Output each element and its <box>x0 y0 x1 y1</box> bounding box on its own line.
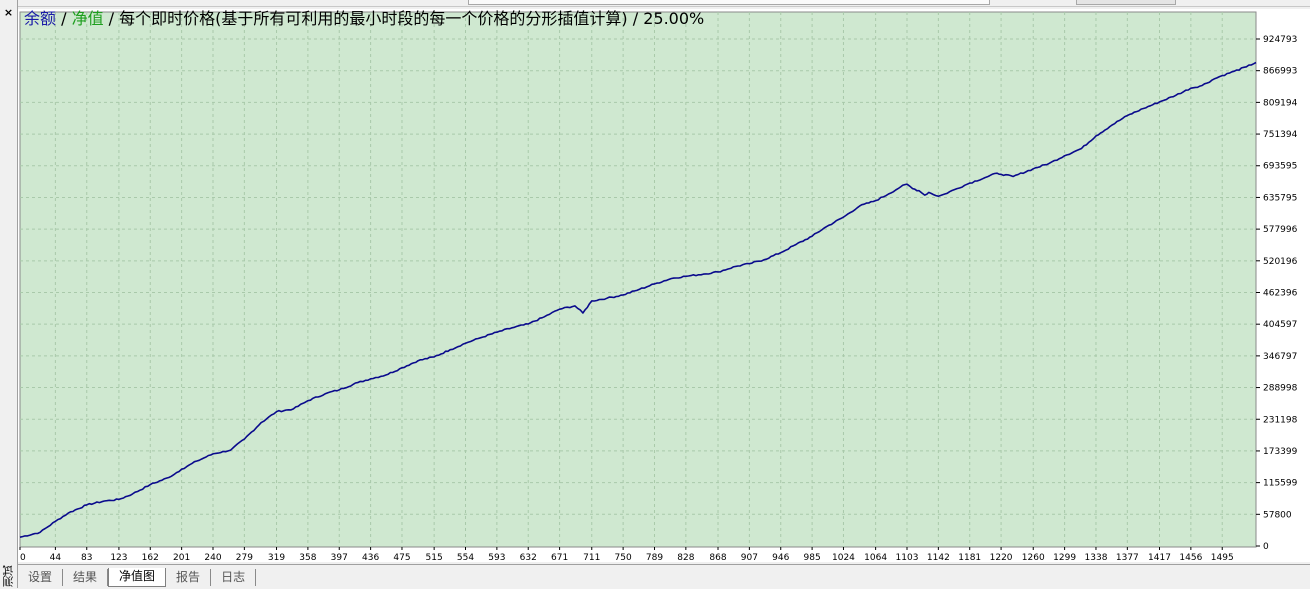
x-tick-label: 279 <box>236 553 253 562</box>
x-tick-label: 985 <box>804 553 821 562</box>
x-tick-label: 1142 <box>927 553 950 562</box>
balance-line <box>19 61 1257 538</box>
x-tick-label: 358 <box>299 553 316 562</box>
y-tick-label: 751394 <box>1263 130 1298 140</box>
y-tick-label: 57800 <box>1263 510 1292 520</box>
top-button[interactable] <box>1076 0 1176 5</box>
x-tick-label: 436 <box>362 553 379 562</box>
x-tick-label: 789 <box>646 553 663 562</box>
y-tick-label: 0 <box>1263 542 1269 552</box>
tab-2[interactable]: 净值图 <box>108 567 167 587</box>
x-tick-label: 475 <box>393 553 410 562</box>
x-tick-label: 711 <box>583 553 600 562</box>
x-tick-label: 1338 <box>1085 553 1108 562</box>
equity-chart: 0 57800 115599 173399 231198 288998 346797 4045… <box>18 9 1310 562</box>
x-tick-label: 162 <box>142 553 159 562</box>
y-tick-label: 520196 <box>1263 257 1298 267</box>
y-tick-label: 462396 <box>1263 289 1298 299</box>
top-toolbar-strip <box>18 0 1310 7</box>
x-tick-label: 1181 <box>958 553 981 562</box>
x-tick-label: 554 <box>457 553 474 562</box>
x-tick-label: 201 <box>173 553 190 562</box>
close-icon[interactable]: × <box>3 6 14 19</box>
x-tick-label: 1456 <box>1179 553 1202 562</box>
x-tick-label: 868 <box>709 553 726 562</box>
y-tick-label: 809194 <box>1263 98 1298 108</box>
x-tick-label: 123 <box>110 553 127 562</box>
y-tick-label: 231198 <box>1263 415 1298 425</box>
x-tick-label: 44 <box>50 553 62 562</box>
y-tick-label: 173399 <box>1263 447 1298 457</box>
y-tick-label: 346797 <box>1263 352 1297 362</box>
x-tick-label: 1260 <box>1022 553 1045 562</box>
x-tick-label: 1024 <box>832 553 855 562</box>
x-tick-label: 397 <box>331 553 348 562</box>
tab-0[interactable]: 设置 <box>18 568 64 586</box>
top-input-field[interactable] <box>468 0 990 5</box>
x-tick-label: 907 <box>741 553 758 562</box>
y-tick-label: 924793 <box>1263 35 1297 45</box>
x-tick-label: 1417 <box>1148 553 1171 562</box>
x-tick-label: 1299 <box>1053 553 1076 562</box>
legend-equity: 净值 <box>72 9 104 28</box>
chart-legend: 余额 / 净值 / 每个即时价格(基于所有可利用的最小时段的每一个价格的分形插值… <box>24 9 704 28</box>
tab-4[interactable]: 日志 <box>211 568 257 586</box>
x-tick-label: 1495 <box>1211 553 1234 562</box>
x-tick-label: 1103 <box>896 553 919 562</box>
tab-1[interactable]: 结果 <box>63 568 109 586</box>
x-tick-label: 240 <box>204 553 221 562</box>
x-tick-label: 515 <box>426 553 443 562</box>
x-tick-label: 319 <box>268 553 285 562</box>
y-tick-label: 866993 <box>1263 67 1297 77</box>
x-tick-label: 83 <box>81 553 92 562</box>
tester-panel-label: 测试 <box>2 565 15 587</box>
legend-description: / 每个即时价格(基于所有可利用的最小时段的每一个价格的分形插值计算) / 25… <box>104 9 705 28</box>
legend-balance: 余额 <box>24 9 56 28</box>
tab-3[interactable]: 报告 <box>166 568 212 586</box>
x-tick-label: 946 <box>772 553 789 562</box>
x-tick-label: 1377 <box>1116 553 1139 562</box>
y-tick-label: 635795 <box>1263 193 1297 203</box>
tester-side-panel: × 测试 <box>0 0 18 588</box>
x-tick-label: 593 <box>488 553 505 562</box>
x-tick-label: 1064 <box>864 553 887 562</box>
x-tick-label: 750 <box>615 553 632 562</box>
x-tick-label: 828 <box>677 553 694 562</box>
x-tick-label: 671 <box>551 553 568 562</box>
x-tick-label: 1220 <box>990 553 1013 562</box>
x-tick-label: 632 <box>520 553 537 562</box>
tab-bar: 设置 结果 净值图 报告 日志 <box>18 564 1310 589</box>
y-axis: 0 57800 115599 173399 231198 288998 346797 4045… <box>1256 35 1298 552</box>
plot-area <box>19 11 1257 548</box>
y-tick-label: 404597 <box>1263 320 1297 330</box>
y-tick-label: 115599 <box>1263 479 1298 489</box>
x-axis: 0 44 83 123 162 201 240 279 319 358 397 436 475 515 55… <box>19 547 1234 562</box>
grid-lines <box>20 12 1256 547</box>
x-tick-label: 0 <box>20 553 26 562</box>
y-tick-label: 693595 <box>1263 162 1297 172</box>
legend-separator: / <box>56 9 72 28</box>
y-tick-label: 288998 <box>1263 384 1298 394</box>
y-tick-label: 577996 <box>1263 225 1298 235</box>
